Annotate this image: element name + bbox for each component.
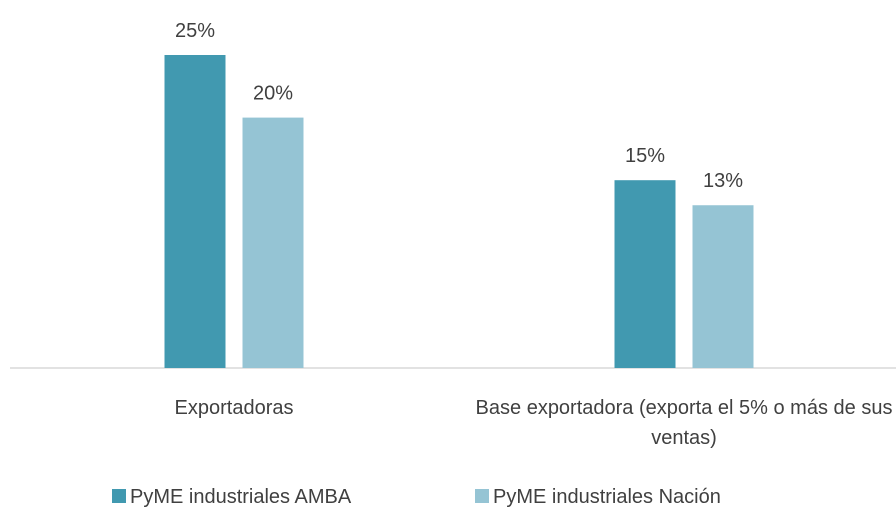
- x-tick-label: Base exportadora (exporta el 5% o más de…: [475, 397, 893, 449]
- data-label: 13%: [703, 170, 743, 192]
- bar: [242, 117, 304, 368]
- data-label: 15%: [625, 145, 665, 167]
- data-label: 25%: [175, 20, 215, 42]
- bar: [614, 180, 676, 368]
- bar: [692, 205, 754, 368]
- legend-swatch: [475, 489, 489, 503]
- legend-swatch: [112, 489, 126, 503]
- data-label: 20%: [253, 83, 293, 105]
- x-tick-label: Exportadoras: [174, 397, 294, 419]
- legend-label: PyME industriales Nación: [493, 486, 721, 508]
- legend-label: PyME industriales AMBA: [130, 486, 352, 508]
- bar: [164, 55, 226, 368]
